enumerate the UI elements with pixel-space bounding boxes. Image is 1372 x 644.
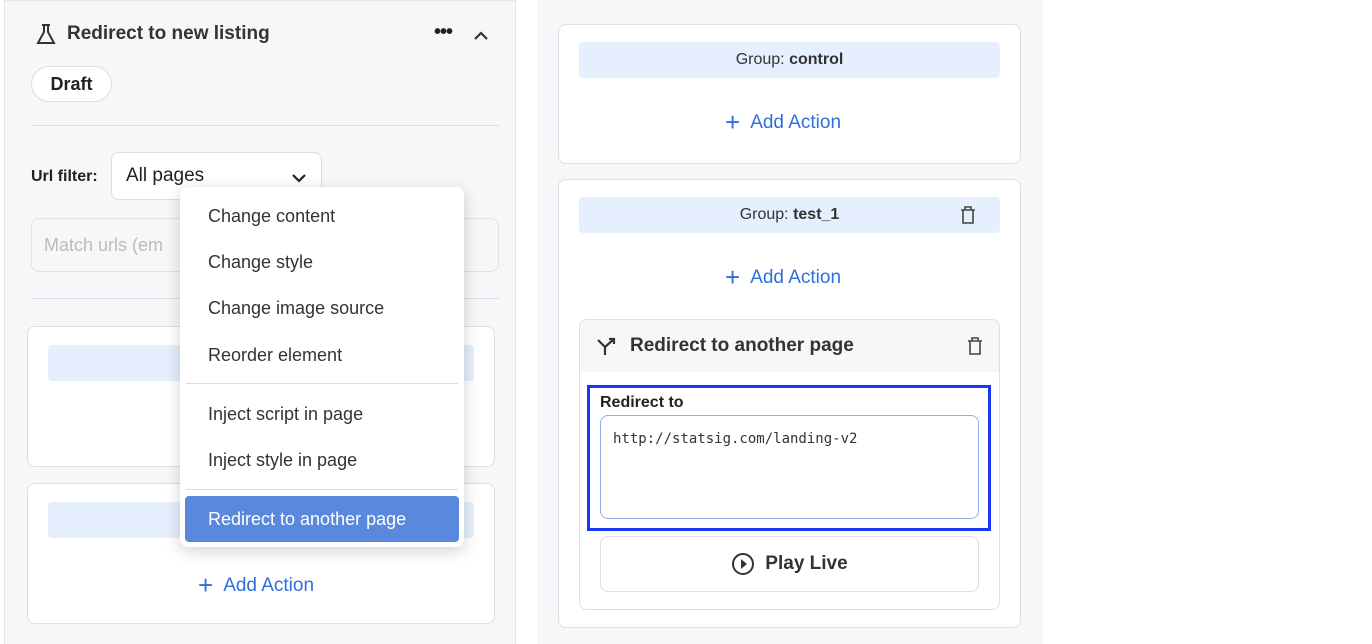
menu-item-change-content[interactable]: Change content	[208, 206, 336, 226]
more-options-icon[interactable]: •••	[434, 21, 453, 43]
group-prefix: Group:	[735, 51, 785, 68]
action-title: Redirect to another page	[630, 335, 854, 356]
redirect-to-label: Redirect to	[600, 394, 684, 411]
group-name: control	[789, 51, 844, 68]
play-circle-icon	[732, 553, 755, 575]
group-name: test_1	[793, 206, 840, 223]
plus-icon: +	[725, 262, 741, 292]
chevron-down-icon	[292, 174, 306, 183]
add-action-button[interactable]: + Add Action	[198, 570, 314, 601]
menu-item-inject-script[interactable]: Inject script in page	[208, 404, 364, 424]
title-text: Redirect to new listing	[67, 23, 270, 44]
add-action-label: Add Action	[750, 266, 842, 288]
add-action-button[interactable]: + Add Action	[725, 262, 841, 293]
menu-item-change-style[interactable]: Change style	[208, 252, 314, 272]
redirect-action-card: Redirect to another page Redirect to htt…	[579, 319, 1000, 610]
group-card-control: Group: control + Add Action	[558, 24, 1021, 164]
divider	[31, 125, 499, 126]
group-header: Group: control	[579, 42, 1000, 78]
menu-divider	[186, 489, 458, 490]
play-live-button[interactable]: Play Live	[600, 536, 979, 592]
action-header: Redirect to another page	[580, 320, 999, 372]
plus-icon: +	[198, 570, 214, 600]
play-live-label: Play Live	[765, 553, 848, 574]
menu-item-redirect[interactable]: Redirect to another page	[185, 496, 459, 542]
menu-item-change-image-source[interactable]: Change image source	[208, 298, 385, 318]
url-filter-label: Url filter:	[31, 168, 98, 185]
variants-panel: Group: control + Add Action Group: test_1…	[537, 0, 1043, 644]
add-action-label: Add Action	[750, 111, 842, 133]
flask-icon	[36, 24, 56, 44]
status-badge: Draft	[31, 66, 112, 102]
menu-item-inject-style[interactable]: Inject style in page	[208, 450, 358, 470]
chevron-up-icon[interactable]	[473, 29, 489, 41]
add-action-button[interactable]: + Add Action	[725, 107, 841, 138]
menu-divider	[186, 383, 458, 384]
group-card-test: Group: test_1 + Add Action Redirect to an…	[558, 179, 1021, 628]
add-action-label: Add Action	[223, 574, 315, 596]
redirect-url-textarea[interactable]: http://statsig.com/landing-v2	[600, 415, 979, 519]
plus-icon: +	[725, 107, 741, 137]
group-prefix: Group:	[739, 206, 789, 223]
group-header: Group: test_1	[579, 197, 1000, 233]
split-arrow-icon	[597, 337, 616, 355]
experiment-title: Redirect to new listing	[35, 23, 270, 45]
trash-icon[interactable]	[967, 337, 983, 355]
action-type-menu: Change content Change style Change image…	[180, 187, 464, 547]
trash-icon[interactable]	[960, 206, 976, 224]
url-filter-value: All pages	[126, 165, 205, 186]
redirect-field-highlight: Redirect to http://statsig.com/landing-v…	[587, 385, 991, 531]
menu-item-reorder-element[interactable]: Reorder element	[208, 345, 343, 365]
